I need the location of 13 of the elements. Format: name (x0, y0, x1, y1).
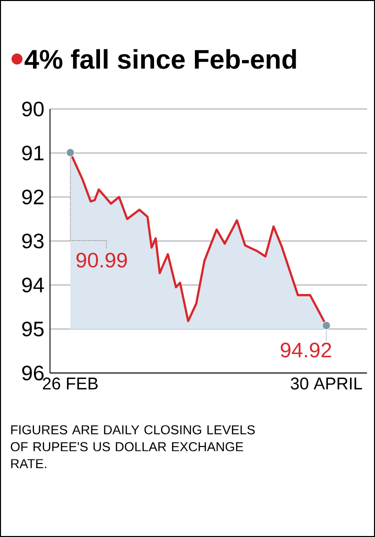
x-tick-label: 30 APRIL (290, 378, 362, 390)
annotation: 90.99 (76, 252, 127, 268)
text: FIGURES ARE DAILY CLOSING LEVELS OF RUPEE'S US DOLLAR EXCHANGE RATE. (10, 425, 255, 468)
y-tick-label: 96 (22, 366, 44, 380)
chart-title: 4% fall since Feb-end (24, 49, 296, 69)
annotation: 94.92 (280, 342, 332, 358)
y-tick-label: 90 (22, 102, 44, 116)
y-tick-label: 93 (22, 234, 44, 248)
y-tick-label: 94 (22, 278, 44, 292)
y-tick-label: 95 (22, 322, 44, 336)
y-tick-label: 91 (22, 146, 44, 160)
y-tick-label: 92 (22, 190, 44, 204)
x-tick-label: 26 FEB (42, 378, 98, 390)
